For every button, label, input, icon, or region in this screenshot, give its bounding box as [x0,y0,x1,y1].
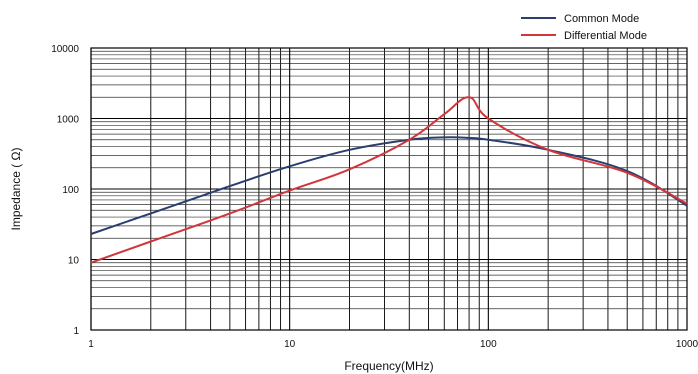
y-tick-label: 100 [62,185,79,196]
x-axis-label: Frequency(MHz) [344,359,433,373]
x-tick-label: 100 [480,339,497,350]
y-tick-label: 1000 [57,115,80,126]
x-axis-ticks: 1 10 100 1000 [88,339,698,350]
legend: Common Mode Differential Mode [521,13,647,42]
y-tick-label: 1 [73,326,79,337]
legend-label: Differential Mode [564,30,647,42]
series-line-differential-mode [90,96,688,264]
plot-area-frame [90,47,688,331]
x-tick-label: 10 [284,339,296,350]
series-line-common-mode [90,136,688,235]
x-tick-label: 1000 [676,339,698,350]
y-tick-label: 10000 [51,44,79,55]
series-layer [90,96,688,264]
y-axis-label: Impedance ( Ω) [9,147,23,230]
x-tick-label: 1 [88,339,94,350]
legend-label: Common Mode [564,13,639,25]
y-tick-label: 10 [68,256,80,267]
y-axis-ticks: 1 10 100 1000 10000 [51,44,79,337]
